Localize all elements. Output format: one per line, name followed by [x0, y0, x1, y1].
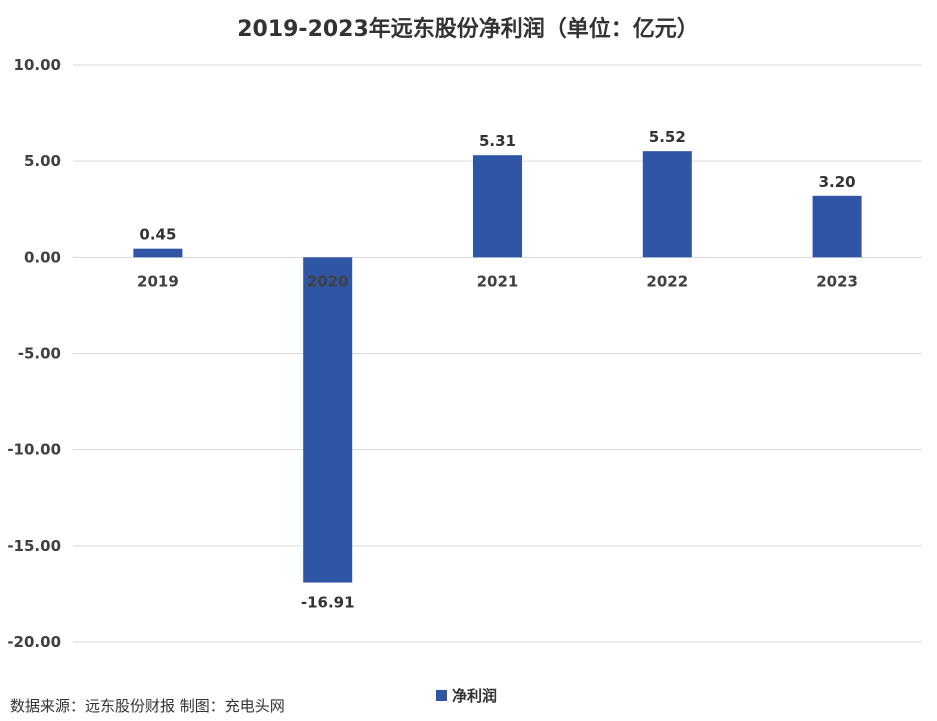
- chart-title: 2019-2023年远东股份净利润（单位：亿元）: [237, 16, 699, 42]
- legend-swatch: [436, 690, 447, 701]
- bar: [473, 155, 522, 258]
- bars: [133, 151, 862, 583]
- y-tick-label: 5.00: [24, 152, 61, 170]
- gridlines: [73, 64, 922, 643]
- y-tick-label: -15.00: [7, 537, 61, 555]
- y-tick-label: -20.00: [7, 633, 61, 651]
- data-label: -16.91: [301, 594, 355, 612]
- x-axis-category-labels: 2019 2020 2021 2022 2023: [137, 272, 858, 290]
- data-label: 3.20: [819, 173, 856, 191]
- x-category-label: 2023: [816, 272, 858, 290]
- bar: [133, 248, 183, 258]
- x-category-label: 2022: [646, 272, 688, 290]
- x-category-label: 2021: [477, 272, 519, 290]
- legend: 净利润: [436, 687, 497, 705]
- data-label: 5.52: [649, 128, 686, 146]
- y-tick-label: 10.00: [14, 56, 61, 74]
- bar: [303, 257, 353, 583]
- bar: [812, 195, 862, 258]
- y-tick-label: -5.00: [18, 345, 61, 363]
- data-label: 5.31: [479, 132, 516, 150]
- source-note: 数据来源：远东股份财报 制图：充电头网: [10, 697, 285, 715]
- legend-label: 净利润: [452, 687, 497, 705]
- x-category-label: 2020: [307, 272, 349, 290]
- y-tick-label: 0.00: [24, 248, 61, 266]
- bar: [642, 151, 692, 258]
- x-category-label: 2019: [137, 272, 179, 290]
- data-labels: 0.45 -16.91 5.31 5.52 3.20: [139, 128, 855, 611]
- data-label: 0.45: [139, 226, 176, 244]
- y-tick-label: -10.00: [7, 441, 61, 459]
- y-axis-tick-labels: 10.00 5.00 0.00 -5.00 -10.00 -15.00 -20.00: [7, 56, 61, 651]
